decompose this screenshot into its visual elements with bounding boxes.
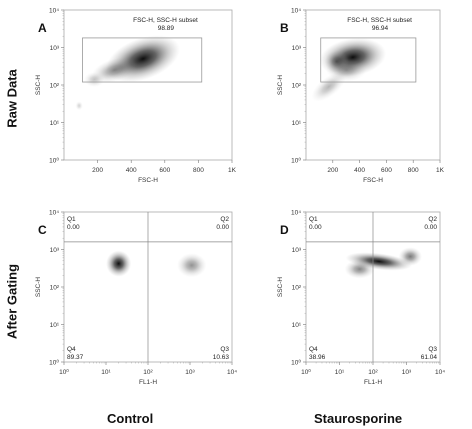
quadrant-name: Q2: [428, 216, 437, 223]
panel-letter: A: [38, 21, 47, 35]
x-tick-label: 200: [92, 167, 103, 174]
quadrant-name: Q4: [67, 346, 76, 353]
y-axis-title: SSC-H: [277, 75, 284, 96]
gate-label: FSC-H, SSC-H subset: [133, 17, 198, 24]
density-cloud: [75, 35, 180, 111]
y-tick-label: 10³: [50, 45, 60, 52]
density-blob: [106, 250, 132, 277]
panel-b: 200 400 600 800 1K 10⁰ 10¹ 10² 10³ 10⁴ FSC-H SSC-H B…: [277, 8, 445, 185]
panel-c: 10⁰ 10¹ 10² 10³ 10⁴ 10⁰ 10¹ 10² 10³ 10⁴ FL1-H SSC-H…: [35, 210, 237, 387]
x-tick-label: 10³: [402, 369, 412, 376]
y-tick-label: 10¹: [292, 322, 302, 329]
y-tick-label: 10⁰: [291, 157, 301, 165]
y-tick-label: 10³: [50, 247, 60, 254]
x-axis-title: FSC-H: [363, 177, 383, 184]
density-cloud: [106, 250, 207, 278]
panel-a: 200 400 600 800 1K 10⁰ 10¹ 10² 10³ 10⁴ FSC-H SSC-H A…: [35, 8, 237, 185]
x-tick-label: 200: [327, 167, 338, 174]
y-tick-label: 10¹: [292, 120, 302, 127]
x-tick-label: 10²: [143, 369, 153, 376]
quadrant-percent: 61.04: [421, 354, 438, 361]
density-cloud: [344, 247, 423, 279]
x-tick-label: 10⁰: [59, 368, 69, 376]
x-axis-title: FL1-H: [139, 379, 157, 386]
y-tick-label: 10²: [292, 83, 302, 90]
y-tick-label: 10²: [50, 83, 60, 90]
y-tick-label: 10¹: [50, 322, 60, 329]
x-tick-label: 10¹: [101, 369, 111, 376]
y-tick-label: 10⁰: [49, 157, 59, 165]
col-label-control: Control: [107, 411, 154, 426]
quadrant-name: Q1: [67, 216, 76, 223]
y-tick-label: 10⁰: [49, 359, 59, 367]
x-tick-label: 10²: [368, 369, 378, 376]
gate-label: FSC-H, SSC-H subset: [347, 17, 412, 24]
col-label-staurosporine: Staurosporine: [314, 411, 403, 426]
quadrant-percent: 0.00: [309, 224, 322, 231]
panel-letter: D: [280, 223, 289, 237]
y-tick-label: 10³: [292, 45, 302, 52]
x-tick-label: 10⁴: [227, 369, 237, 376]
y-tick-label: 10⁴: [291, 210, 301, 217]
x-tick-label: 600: [381, 167, 392, 174]
density-blob: [75, 101, 83, 111]
x-tick-label: 10⁰: [301, 368, 311, 376]
x-tick-label: 400: [126, 167, 137, 174]
y-tick-label: 10⁴: [291, 8, 301, 15]
gate-percent: 98.89: [158, 25, 175, 32]
quadrant-name: Q2: [220, 216, 229, 223]
y-tick-label: 10⁴: [49, 8, 59, 15]
quadrant-percent: 0.00: [424, 224, 437, 231]
x-tick-label: 800: [408, 167, 419, 174]
density-blob: [344, 259, 375, 279]
quadrant-percent: 10.63: [213, 354, 230, 361]
quadrant-percent: 89.37: [67, 354, 84, 361]
x-tick-label: 600: [159, 167, 170, 174]
panel-letter: B: [280, 21, 289, 35]
panel-d: 10⁰ 10¹ 10² 10³ 10⁴ 10⁰ 10¹ 10² 10³ 10⁴ FL1-H SSC-H…: [277, 210, 445, 387]
x-tick-label: 10³: [185, 369, 195, 376]
y-axis-title: SSC-H: [35, 277, 42, 298]
density-blob: [84, 72, 105, 88]
density-cloud: [311, 38, 387, 102]
x-tick-label: 10¹: [335, 369, 345, 376]
x-axis-title: FL1-H: [364, 379, 382, 386]
x-tick-label: 800: [193, 167, 204, 174]
y-tick-label: 10⁴: [49, 210, 59, 217]
x-axis-title: FSC-H: [138, 177, 158, 184]
quadrant-percent: 0.00: [216, 224, 229, 231]
quadrant-name: Q4: [309, 346, 318, 353]
density-blob: [177, 253, 207, 278]
gate-rectangle: [82, 37, 203, 83]
quadrant-name: Q3: [428, 346, 437, 353]
gate-percent: 96.94: [372, 25, 389, 32]
quadrant-percent: 0.00: [67, 224, 80, 231]
quadrant-percent: 38.96: [309, 354, 326, 361]
y-tick-label: 10²: [50, 285, 60, 292]
y-axis-title: SSC-H: [35, 75, 42, 96]
y-tick-label: 10⁰: [291, 359, 301, 367]
x-tick-label: 10⁴: [435, 369, 445, 376]
quadrant-name: Q3: [220, 346, 229, 353]
x-tick-label: 400: [354, 167, 365, 174]
gate-rectangle: [320, 37, 417, 83]
quadrant-name: Q1: [309, 216, 318, 223]
y-axis-title: SSC-H: [277, 277, 284, 298]
x-tick-label: 1K: [228, 167, 237, 174]
x-tick-label: 1K: [436, 167, 445, 174]
panel-letter: C: [38, 223, 47, 237]
y-tick-label: 10²: [292, 285, 302, 292]
density-blob: [326, 58, 367, 82]
y-tick-label: 10³: [292, 247, 302, 254]
density-blob: [398, 247, 423, 266]
y-tick-label: 10¹: [50, 120, 60, 127]
